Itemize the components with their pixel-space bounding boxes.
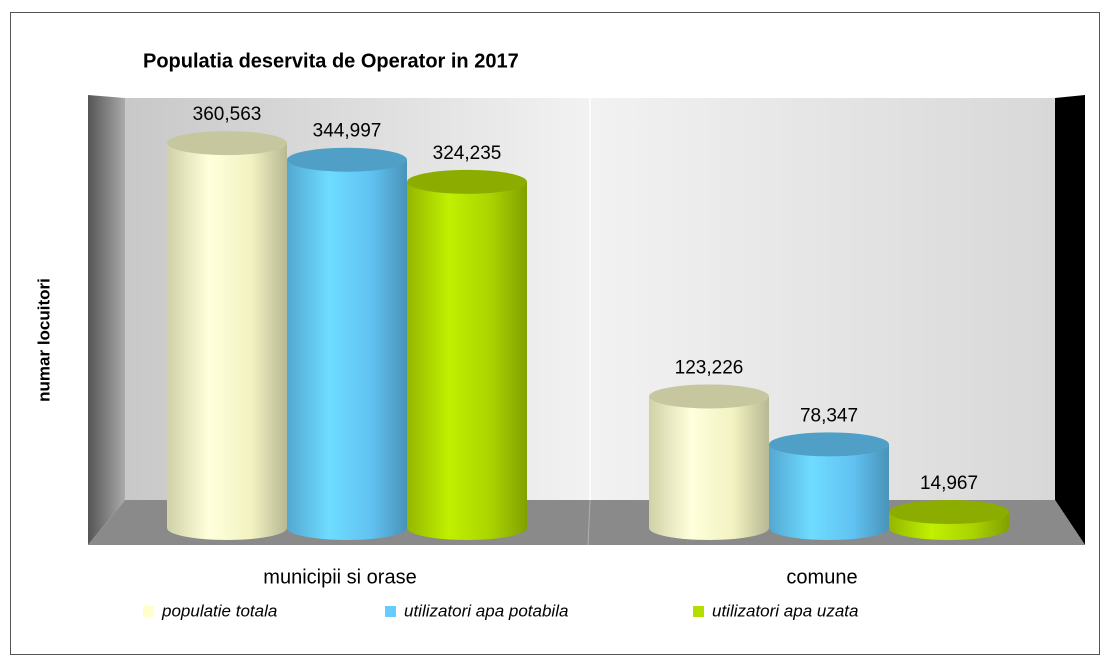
value-label: 324,235	[433, 143, 502, 164]
legend-label: utilizatori apa potabila	[404, 601, 568, 620]
cylinder-body	[287, 159, 407, 540]
cylinder-top	[287, 147, 407, 172]
x-tick-label: municipii si orase	[263, 566, 416, 588]
left-wall	[88, 95, 125, 545]
legend-swatch	[385, 606, 396, 617]
legend-swatch	[693, 606, 704, 617]
value-label: 14,967	[920, 473, 978, 494]
cylinder-top	[769, 432, 889, 457]
cylinder-top	[167, 131, 287, 156]
floor-divider	[587, 499, 591, 546]
cylinder-top	[889, 500, 1009, 525]
x-tick-label: comune	[786, 566, 857, 588]
legend-label: populatie totala	[161, 601, 277, 620]
cylinder-body	[407, 181, 527, 540]
value-label: 360,563	[193, 104, 262, 125]
right-wall	[1055, 95, 1085, 545]
cylinder-body	[769, 444, 889, 540]
y-axis-label: numar locuitori	[34, 278, 53, 402]
value-label: 78,347	[800, 405, 858, 426]
cylinder-body	[167, 143, 287, 540]
legend-swatch	[143, 606, 154, 617]
value-label: 123,226	[675, 357, 744, 378]
cylinder-top	[649, 384, 769, 409]
legend-label: utilizatori apa uzata	[712, 601, 858, 620]
chart-title: Populatia deservita de Operator in 2017	[143, 50, 519, 72]
cylinder-top	[407, 169, 527, 194]
cylinder-body	[649, 396, 769, 540]
value-label: 344,997	[313, 121, 382, 142]
